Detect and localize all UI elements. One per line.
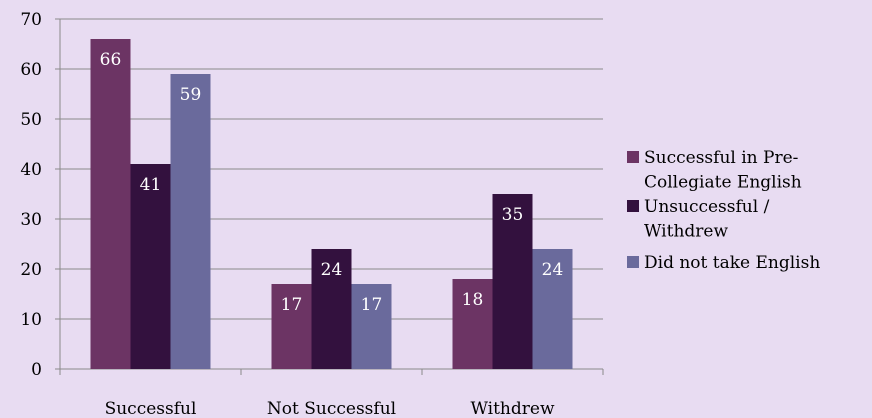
data-label: 35 bbox=[502, 205, 524, 225]
y-tick-label: 10 bbox=[20, 310, 42, 330]
data-label: 24 bbox=[321, 260, 343, 280]
data-label: 18 bbox=[462, 290, 484, 310]
legend-label: Successful in Pre- bbox=[644, 148, 798, 168]
data-label: 24 bbox=[542, 260, 564, 280]
x-category-label: Successful bbox=[105, 399, 197, 418]
bar bbox=[130, 164, 171, 369]
bar bbox=[532, 249, 573, 369]
x-category-label: Withdrew bbox=[470, 399, 554, 418]
legend-swatch bbox=[627, 151, 639, 163]
y-tick-label: 50 bbox=[20, 110, 42, 130]
legend-swatch bbox=[627, 200, 639, 212]
legend-label: Did not take English bbox=[644, 253, 820, 273]
y-tick-label: 20 bbox=[20, 260, 42, 280]
legend-label: Unsuccessful / bbox=[644, 197, 770, 217]
x-category-label: Not Successful bbox=[267, 399, 396, 418]
data-label: 41 bbox=[140, 175, 162, 195]
bar bbox=[271, 284, 312, 369]
bar bbox=[90, 39, 131, 369]
y-tick-label: 30 bbox=[20, 210, 42, 230]
legend-label: Withdrew bbox=[644, 222, 728, 242]
bar bbox=[170, 74, 211, 369]
data-label: 17 bbox=[361, 295, 383, 315]
y-tick-label: 60 bbox=[20, 60, 42, 80]
bar bbox=[311, 249, 352, 369]
y-tick-label: 70 bbox=[20, 10, 42, 30]
y-tick-label: 40 bbox=[20, 160, 42, 180]
data-label: 17 bbox=[281, 295, 303, 315]
bar bbox=[452, 279, 493, 369]
bar bbox=[351, 284, 392, 369]
bar bbox=[492, 194, 533, 369]
legend-label: Collegiate English bbox=[644, 173, 802, 193]
data-label: 66 bbox=[100, 50, 122, 70]
data-label: 59 bbox=[180, 85, 202, 105]
legend-swatch bbox=[627, 256, 639, 268]
y-tick-label: 0 bbox=[31, 360, 42, 380]
